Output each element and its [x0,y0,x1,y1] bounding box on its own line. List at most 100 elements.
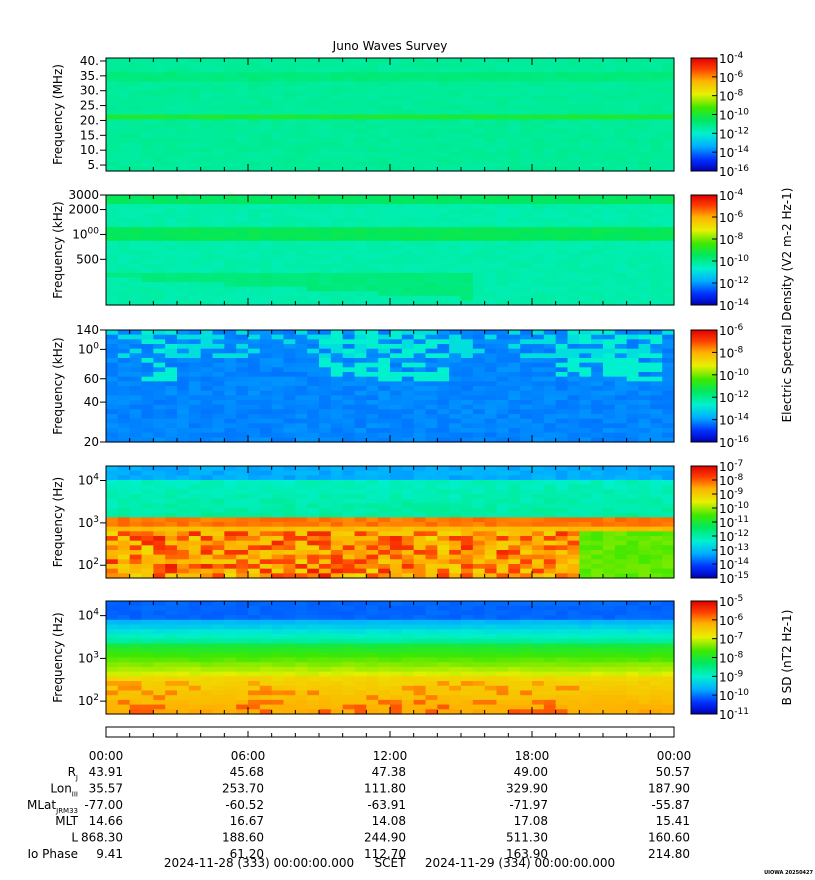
panel-hz-b: 104 103 102 Frequency (Hz) 10-5 10-6 10-7 10-8 1… [51,594,794,722]
footer-start-time: 2024-11-28 (333) 00:00:00.000 [164,856,354,870]
ephemeris-value: 112.70 [364,847,406,861]
y-tick-label: 103 [78,650,99,665]
y-tick-label: 102 [78,693,99,708]
ephemeris-value: 111.80 [364,781,406,795]
ephemeris-value: 35.57 [89,781,123,795]
ephemeris-value: 160.60 [648,831,690,845]
x-tick-label: 06:00 [231,749,266,763]
colorbar-tick-label: 10-10 [719,501,749,516]
y-tick-label: 35. [80,69,99,83]
colorbar-tick-label: 10-8 [719,651,744,666]
ephemeris-value: 17.08 [514,814,548,828]
y-tick-label: 30. [80,84,99,98]
panel-khz-low: 140 100 60 40 20 Frequency (kHz) 10-6 10-8 10-10… [51,323,749,450]
y-tick-label: 2000 [68,203,99,217]
ephemeris-label: LonIII [50,781,78,798]
ephemeris-label: Io Phase [27,847,78,861]
panel-hz-e: 104 103 102 Frequency (Hz) 10-710-810-910-10… [51,459,749,586]
y-tick-label: 40 [84,395,99,409]
colorbar-tick-label: 10-6 [719,70,744,85]
y-tick-label: 500 [76,252,99,266]
y-tick-label: 1000 [72,226,99,241]
colorbar-tick-label: 10-7 [719,632,743,647]
x-tick-label: 00:00 [89,749,124,763]
footer-end-time: 2024-11-29 (334) 00:00:00.000 [425,856,615,870]
colorbar-tick-label: 10-5 [719,594,743,609]
y-tick-label: 60 [84,372,99,386]
ephemeris-value: 50.57 [656,765,690,779]
ephemeris-value: 14.66 [89,814,123,828]
y-tick-label: 20 [84,435,99,449]
footer-scet-label: SCET [375,856,407,870]
colorbar-tick-label: 10-16 [719,164,749,179]
colorbar-tick-label: 10-12 [719,276,749,291]
ephemeris-value: 9.41 [96,847,123,861]
ephemeris-value: 49.00 [514,765,548,779]
colorbar-tick-label: 10-12 [719,529,749,544]
y-tick-label: 104 [78,608,99,623]
x-tick-label: 18:00 [515,749,550,763]
y-tick-label: 20. [80,113,99,127]
ephemeris-value: 14.08 [372,814,406,828]
spectrogram-mhz [106,58,675,172]
y-tick-label: 104 [78,473,99,488]
ephemeris-value: 188.60 [222,831,264,845]
y-axis-label: Frequency (kHz) [51,337,65,434]
ephemeris-value: 214.80 [648,847,690,861]
colorbar-tick-label: 10-8 [719,345,744,360]
colorbar-label: Electric Spectral Density (V2 m-2 Hz-1) [780,188,794,423]
ephemeris-value: 868.30 [81,831,123,845]
y-tick-label: 25. [80,99,99,113]
ephemeris-label: L [71,831,78,845]
ephemeris-value: 61.20 [230,847,264,861]
ephemeris-value: -63.91 [367,798,406,812]
colorbar-tick-label: 10-12 [719,126,749,141]
ephemeris-value: 47.38 [372,765,406,779]
ephemeris-value: -77.00 [84,798,123,812]
colorbar-tick-label: 10-14 [719,298,749,313]
colorbar-khz-low [690,329,718,443]
colorbar-label: B SD (nT2 Hz-1) [780,610,794,706]
colorbar-tick-label: 10-7 [719,459,743,474]
panel-mhz: 40.35.30.25.20.15.10.5. Frequency (MHz) 10… [51,51,749,179]
ephemeris-label: MLatJRM33 [27,798,78,815]
ephemeris-value: -71.97 [509,798,548,812]
ephemeris-value: 43.91 [89,765,123,779]
colorbar-tick-label: 10-14 [719,557,749,572]
colorbar-tick-label: 10-14 [719,145,749,160]
ephemeris-value: 16.67 [230,814,264,828]
y-tick-label: 103 [78,515,99,530]
ephemeris-value: 244.90 [364,831,406,845]
colorbar-tick-label: 10-14 [719,413,749,428]
ephemeris-value: 45.68 [230,765,264,779]
y-tick-label: 140 [76,323,99,337]
spectrogram-hz-e [106,466,675,579]
colorbar-tick-label: 10-10 [719,108,749,123]
y-tick-label: 10. [80,143,99,157]
y-tick-label: 15. [80,128,99,142]
colorbar-tick-label: 10-8 [719,473,744,488]
colorbar-tick-label: 10-9 [719,487,744,502]
chart-title: Juno Waves Survey [332,39,448,53]
colorbar-tick-label: 10-6 [719,323,744,338]
y-axis-label: Frequency (Hz) [51,477,65,568]
y-axis-label: Frequency (kHz) [51,201,65,298]
ephemeris-label: RJ [68,765,78,782]
ephemeris-value: 253.70 [222,781,264,795]
ephemeris-value: -60.52 [225,798,264,812]
colorbar-tick-label: 10-10 [719,688,749,703]
ephemeris-value: 329.90 [506,781,548,795]
colorbar-tick-label: 10-6 [719,210,744,225]
ephemeris-value: 511.30 [506,831,548,845]
spectrogram-khz-low [106,330,675,443]
colorbar-tick-label: 10-12 [719,390,749,405]
colorbar-tick-label: 10-4 [719,188,744,203]
y-tick-label: 5. [88,158,99,172]
colorbar-tick-label: 10-13 [719,543,749,558]
y-axis-label: Frequency (MHz) [51,64,65,165]
y-tick-label: 100 [78,341,99,356]
colorbar-tick-label: 10-9 [719,669,744,684]
ephemeris-label: MLT [55,814,78,828]
